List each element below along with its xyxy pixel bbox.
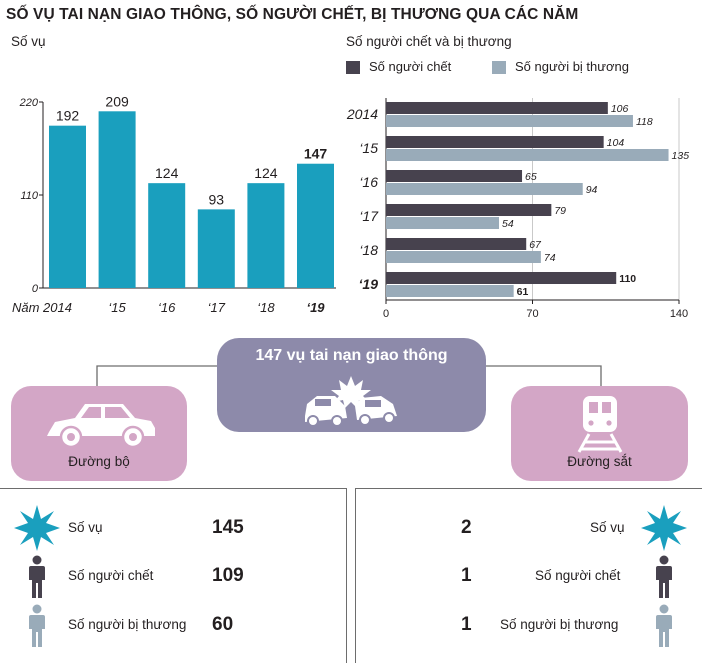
accidents-bar-chart: 220 110 0 192 Năm 2014 209 ‘15 124 ‘16 93 ‘17 124 ‘1… — [12, 93, 336, 315]
hbar-injured-5 — [386, 285, 514, 297]
hbar-deaths-1 — [386, 136, 604, 148]
hbar-value-label: 74 — [544, 252, 556, 264]
bar-4 — [247, 183, 285, 288]
bar-value-label: 209 — [105, 93, 129, 109]
hbar-value-label: 67 — [529, 239, 542, 251]
road-label-deaths: Số người chết — [68, 568, 154, 583]
x-tick-label: ‘15 — [108, 300, 126, 315]
x-tick-label: 70 — [526, 308, 538, 320]
hbar-deaths-3 — [386, 204, 552, 216]
rail-label-deaths: Số người chết — [535, 568, 621, 583]
y-tick-label: ‘18 — [359, 242, 378, 258]
hbar-deaths-0 — [386, 102, 608, 114]
center-title: 147 vụ tai nạn giao thông — [255, 347, 448, 364]
x-tick-label: ‘19 — [306, 300, 325, 315]
person-dark-icon — [29, 555, 45, 598]
hbar-deaths-2 — [386, 170, 523, 182]
casualties-hbar-chart: 0 70 140 2014 106 118 ‘15 104 135 ‘16 65 94 ‘17 79 54 ‘… — [346, 98, 690, 320]
hbar-value-label: 61 — [517, 286, 529, 298]
center-summary-box: 147 vụ tai nạn giao thông — [217, 338, 486, 432]
bar-chart-title: Số vụ — [11, 34, 46, 49]
y-tick-label: 2014 — [346, 106, 378, 122]
x-tick-label: ‘17 — [208, 300, 226, 315]
road-stats-panel — [0, 488, 347, 663]
hbar-value-label: 106 — [611, 103, 629, 115]
hbar-injured-4 — [386, 251, 541, 263]
bar-value-label: 147 — [304, 146, 328, 162]
car-icon — [47, 404, 155, 449]
bar-value-label: 124 — [254, 165, 278, 181]
y-tick-label: ‘16 — [359, 174, 378, 190]
bar-value-label: 93 — [209, 191, 225, 207]
x-tick-label: 140 — [670, 308, 688, 320]
rail-label: Đường sắt — [567, 454, 632, 469]
x-tick-label: ‘18 — [257, 300, 275, 315]
bar-1 — [98, 111, 136, 288]
bar-0 — [49, 125, 86, 288]
hbar-value-label: 135 — [672, 150, 690, 162]
road-value-deaths: 109 — [212, 565, 244, 586]
bar-3 — [197, 209, 235, 288]
car-crash-icon — [305, 376, 397, 427]
road-box: Đường bộ — [11, 386, 187, 481]
rail-stats-panel — [355, 488, 702, 663]
person-gray-icon — [29, 604, 45, 647]
legend-swatch-deaths — [346, 61, 360, 74]
starburst-icon — [641, 505, 687, 551]
hbar-injured-0 — [386, 115, 633, 127]
hbar-value-label: 65 — [525, 171, 537, 183]
bar-value-label: 124 — [155, 165, 179, 181]
rail-label-injured: Số người bị thương — [500, 617, 619, 632]
hbar-injured-2 — [386, 183, 583, 195]
x-tick-label: 0 — [383, 308, 389, 320]
hbar-value-label: 79 — [554, 205, 566, 217]
hbar-value-label: 118 — [636, 116, 653, 128]
road-label-injured: Số người bị thương — [68, 617, 187, 632]
rail-label-cases: Số vụ — [590, 520, 625, 535]
train-icon — [577, 396, 623, 453]
hbar-value-label: 54 — [502, 218, 514, 230]
hbar-chart-title: Số người chết và bị thương — [346, 34, 512, 49]
y-tick-label: 220 — [19, 97, 39, 109]
bar-2 — [148, 183, 186, 288]
y-tick-label: 110 — [20, 190, 38, 202]
bar-5 — [297, 163, 334, 288]
y-tick-label: 0 — [32, 283, 39, 295]
y-tick-label: ‘17 — [359, 208, 379, 224]
hbar-value-label: 104 — [607, 137, 625, 149]
x-tick-label: Năm 2014 — [12, 300, 72, 315]
x-tick-label: ‘16 — [158, 300, 176, 315]
starburst-icon — [14, 505, 60, 551]
road-value-cases: 145 — [212, 517, 244, 538]
connector-lines — [96, 365, 602, 390]
legend-label-injured: Số người bị thương — [515, 59, 629, 74]
hbar-deaths-5 — [386, 272, 617, 284]
rail-value-injured: 1 — [461, 614, 472, 635]
bar-value-label: 192 — [56, 108, 80, 124]
y-tick-label: ‘19 — [359, 276, 379, 292]
hbar-injured-3 — [386, 217, 500, 229]
legend-label-deaths: Số người chết — [369, 59, 452, 74]
infographic-title: SỐ VỤ TAI NẠN GIAO THÔNG, SỐ NGƯỜI CHẾT,… — [6, 6, 579, 23]
person-dark-icon — [656, 555, 672, 598]
rail-box: Đường sắt — [511, 386, 688, 481]
hbar-value-label: 110 — [619, 273, 636, 285]
road-label: Đường bộ — [68, 454, 130, 469]
road-value-injured: 60 — [212, 614, 234, 635]
rail-value-cases: 2 — [461, 517, 472, 538]
legend-swatch-injured — [492, 61, 506, 74]
hbar-value-label: 94 — [586, 184, 598, 196]
road-label-cases: Số vụ — [68, 520, 103, 535]
hbar-deaths-4 — [386, 238, 527, 250]
hbar-injured-1 — [386, 149, 669, 161]
person-gray-icon — [656, 604, 672, 647]
rail-value-deaths: 1 — [461, 565, 472, 586]
y-tick-label: ‘15 — [359, 140, 378, 156]
